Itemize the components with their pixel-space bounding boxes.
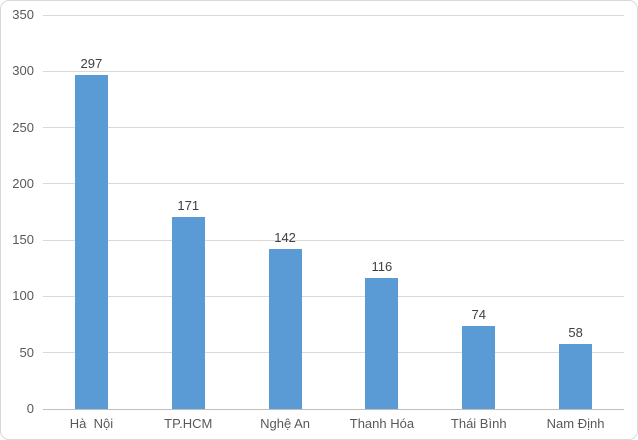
- y-tick-label: 300: [12, 63, 34, 79]
- gridline: [43, 239, 624, 241]
- y-tick-label: 350: [12, 7, 34, 22]
- y-tick-label: 0: [26, 401, 34, 416]
- y-tick-label: 250: [12, 119, 34, 135]
- bar-6: [559, 343, 593, 409]
- y-tick-label: 150: [12, 232, 34, 248]
- bar-value-label: 74: [471, 306, 486, 322]
- bar-value-label: 142: [274, 230, 296, 246]
- category-label: Thái Bình: [450, 416, 507, 431]
- gridline: [43, 70, 624, 72]
- bar-1: [74, 74, 108, 409]
- category-label: Nghệ An: [260, 416, 310, 431]
- bar-3: [268, 249, 302, 409]
- gridline: [43, 183, 624, 185]
- bar-4: [365, 278, 399, 409]
- x-axis-line: [43, 409, 624, 410]
- category-label: Thanh Hóa: [349, 416, 415, 431]
- y-tick-label: 50: [19, 344, 34, 360]
- plot-area: [43, 14, 624, 410]
- bar-2: [171, 216, 205, 409]
- bar-value-label: 171: [177, 197, 200, 213]
- gridline: [43, 352, 624, 354]
- bar-value-label: 297: [80, 55, 103, 71]
- category-label: Nam Định: [546, 416, 605, 431]
- gridline: [43, 295, 624, 297]
- bar-5: [462, 325, 496, 409]
- bar-value-label: 116: [371, 259, 393, 275]
- bar-value-label: 58: [568, 324, 583, 340]
- y-tick-label: 100: [12, 288, 34, 304]
- category-label: TP.HCM: [164, 416, 213, 431]
- gridline: [43, 127, 624, 129]
- y-tick-label: 200: [12, 175, 34, 191]
- category-label: Hà Nội: [69, 416, 114, 431]
- gridline: [43, 14, 624, 16]
